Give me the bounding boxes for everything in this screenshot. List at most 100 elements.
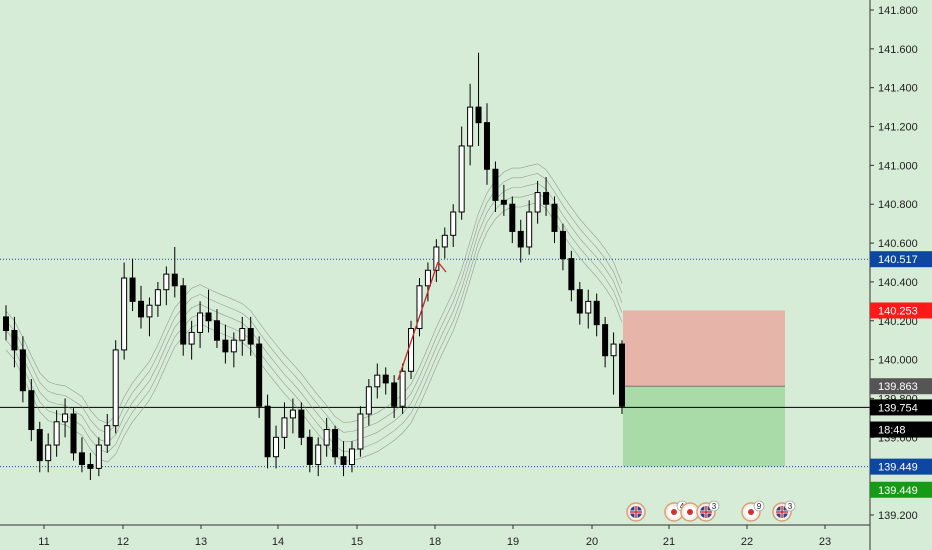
uk-flag-icon[interactable]: 3 bbox=[696, 500, 720, 522]
price-tick-label: 140.400 bbox=[878, 277, 918, 289]
candle-body bbox=[306, 436, 313, 465]
candle-body bbox=[391, 382, 398, 407]
candle-body bbox=[365, 386, 372, 415]
candle bbox=[11, 316, 18, 368]
candle bbox=[62, 398, 69, 438]
flag-sun bbox=[748, 509, 754, 515]
candle-body bbox=[323, 429, 330, 446]
price-tick-label: 141.400 bbox=[878, 83, 918, 95]
candle bbox=[475, 52, 482, 146]
time-axis[interactable]: 11 12 13 14 15 18 19 20 21 22 23 bbox=[38, 525, 831, 548]
candle-body bbox=[610, 343, 617, 357]
candle bbox=[458, 126, 465, 220]
candle-body bbox=[424, 269, 431, 287]
candle bbox=[230, 332, 237, 368]
candle bbox=[585, 289, 592, 329]
position-tool[interactable] bbox=[623, 310, 785, 467]
candle-body bbox=[551, 203, 558, 232]
candle bbox=[180, 278, 187, 356]
candle bbox=[332, 425, 339, 465]
candle bbox=[53, 410, 60, 457]
price-tag: 139.863 bbox=[870, 378, 932, 395]
candle-body bbox=[70, 413, 77, 454]
price-tag-box bbox=[870, 458, 932, 475]
candle-body bbox=[348, 448, 355, 466]
candle-body bbox=[264, 405, 271, 458]
candle-body bbox=[138, 300, 145, 318]
candle-body bbox=[104, 425, 111, 446]
candle bbox=[146, 297, 153, 337]
candle bbox=[188, 320, 195, 360]
take-profit-zone[interactable] bbox=[623, 386, 785, 467]
candle bbox=[315, 437, 322, 477]
economic-events[interactable]: 4393 bbox=[626, 500, 796, 522]
candle-body bbox=[526, 211, 533, 248]
price-tick-label: 140.000 bbox=[878, 355, 918, 367]
candle bbox=[104, 414, 111, 453]
candle bbox=[433, 239, 440, 282]
price-tick-label: 140.200 bbox=[878, 316, 918, 328]
candle-body bbox=[222, 339, 229, 353]
candle-body bbox=[416, 285, 423, 330]
candle-body bbox=[315, 444, 322, 466]
candle bbox=[28, 379, 35, 442]
event-count-label: 3 bbox=[788, 502, 793, 511]
candle-body bbox=[332, 429, 339, 458]
candle-body bbox=[467, 106, 474, 147]
candle bbox=[45, 433, 52, 473]
jp-flag-icon[interactable]: 9 bbox=[741, 500, 765, 522]
candle bbox=[559, 223, 566, 271]
candle-body bbox=[433, 246, 440, 271]
time-tick-label: 18 bbox=[429, 536, 441, 548]
price-tag-label: 18:48 bbox=[878, 425, 906, 437]
stop-loss-zone[interactable] bbox=[623, 310, 785, 387]
time-tick-label: 19 bbox=[507, 536, 519, 548]
candle-body bbox=[374, 374, 381, 388]
candle-body bbox=[382, 374, 389, 384]
candle-body bbox=[78, 452, 85, 466]
candle-body bbox=[95, 444, 102, 469]
moving-average-line bbox=[5, 192, 623, 453]
candle bbox=[289, 398, 296, 434]
price-tick-label: 140.600 bbox=[878, 238, 918, 250]
price-tag-label: 139.754 bbox=[878, 402, 918, 414]
candle bbox=[526, 200, 533, 255]
price-tag: 139.449 bbox=[870, 481, 932, 498]
time-tick-label: 20 bbox=[586, 536, 598, 548]
candle-body bbox=[28, 390, 35, 431]
trend-line[interactable] bbox=[397, 261, 447, 381]
price-tag-box bbox=[870, 302, 932, 319]
candle bbox=[256, 336, 263, 418]
price-tick-label: 141.200 bbox=[878, 122, 918, 134]
candle bbox=[298, 402, 305, 446]
trend-line-tail[interactable] bbox=[437, 261, 447, 273]
candle-body bbox=[559, 230, 566, 260]
trend-line-segment[interactable] bbox=[397, 261, 439, 381]
candle bbox=[483, 103, 490, 185]
candle-body bbox=[289, 409, 296, 419]
candle bbox=[602, 316, 609, 368]
candle-body bbox=[273, 436, 280, 458]
candle-body bbox=[585, 300, 592, 314]
time-tick-label: 15 bbox=[351, 536, 363, 548]
candle bbox=[95, 437, 102, 477]
price-tick-label: 140.800 bbox=[878, 199, 918, 211]
candle-body bbox=[154, 289, 161, 306]
price-tag-label: 139.449 bbox=[878, 462, 918, 474]
price-tag-box bbox=[870, 481, 932, 498]
moving-average-line bbox=[5, 202, 623, 463]
price-tag: 139.449 bbox=[870, 458, 932, 475]
time-tick-label: 22 bbox=[741, 536, 753, 548]
candle bbox=[340, 441, 347, 477]
candle bbox=[551, 196, 558, 244]
price-tag-box bbox=[870, 251, 932, 268]
price-tags: 140.517 140.253 139.863 139.754 18:48 139.449… bbox=[870, 251, 932, 498]
candle-body bbox=[205, 312, 212, 322]
candle bbox=[399, 363, 406, 414]
candle bbox=[467, 83, 474, 166]
candle-body bbox=[534, 192, 541, 213]
candle-body bbox=[36, 429, 43, 462]
uk-flag-icon[interactable]: 3 bbox=[772, 500, 796, 522]
uk-flag-icon[interactable] bbox=[626, 502, 646, 522]
